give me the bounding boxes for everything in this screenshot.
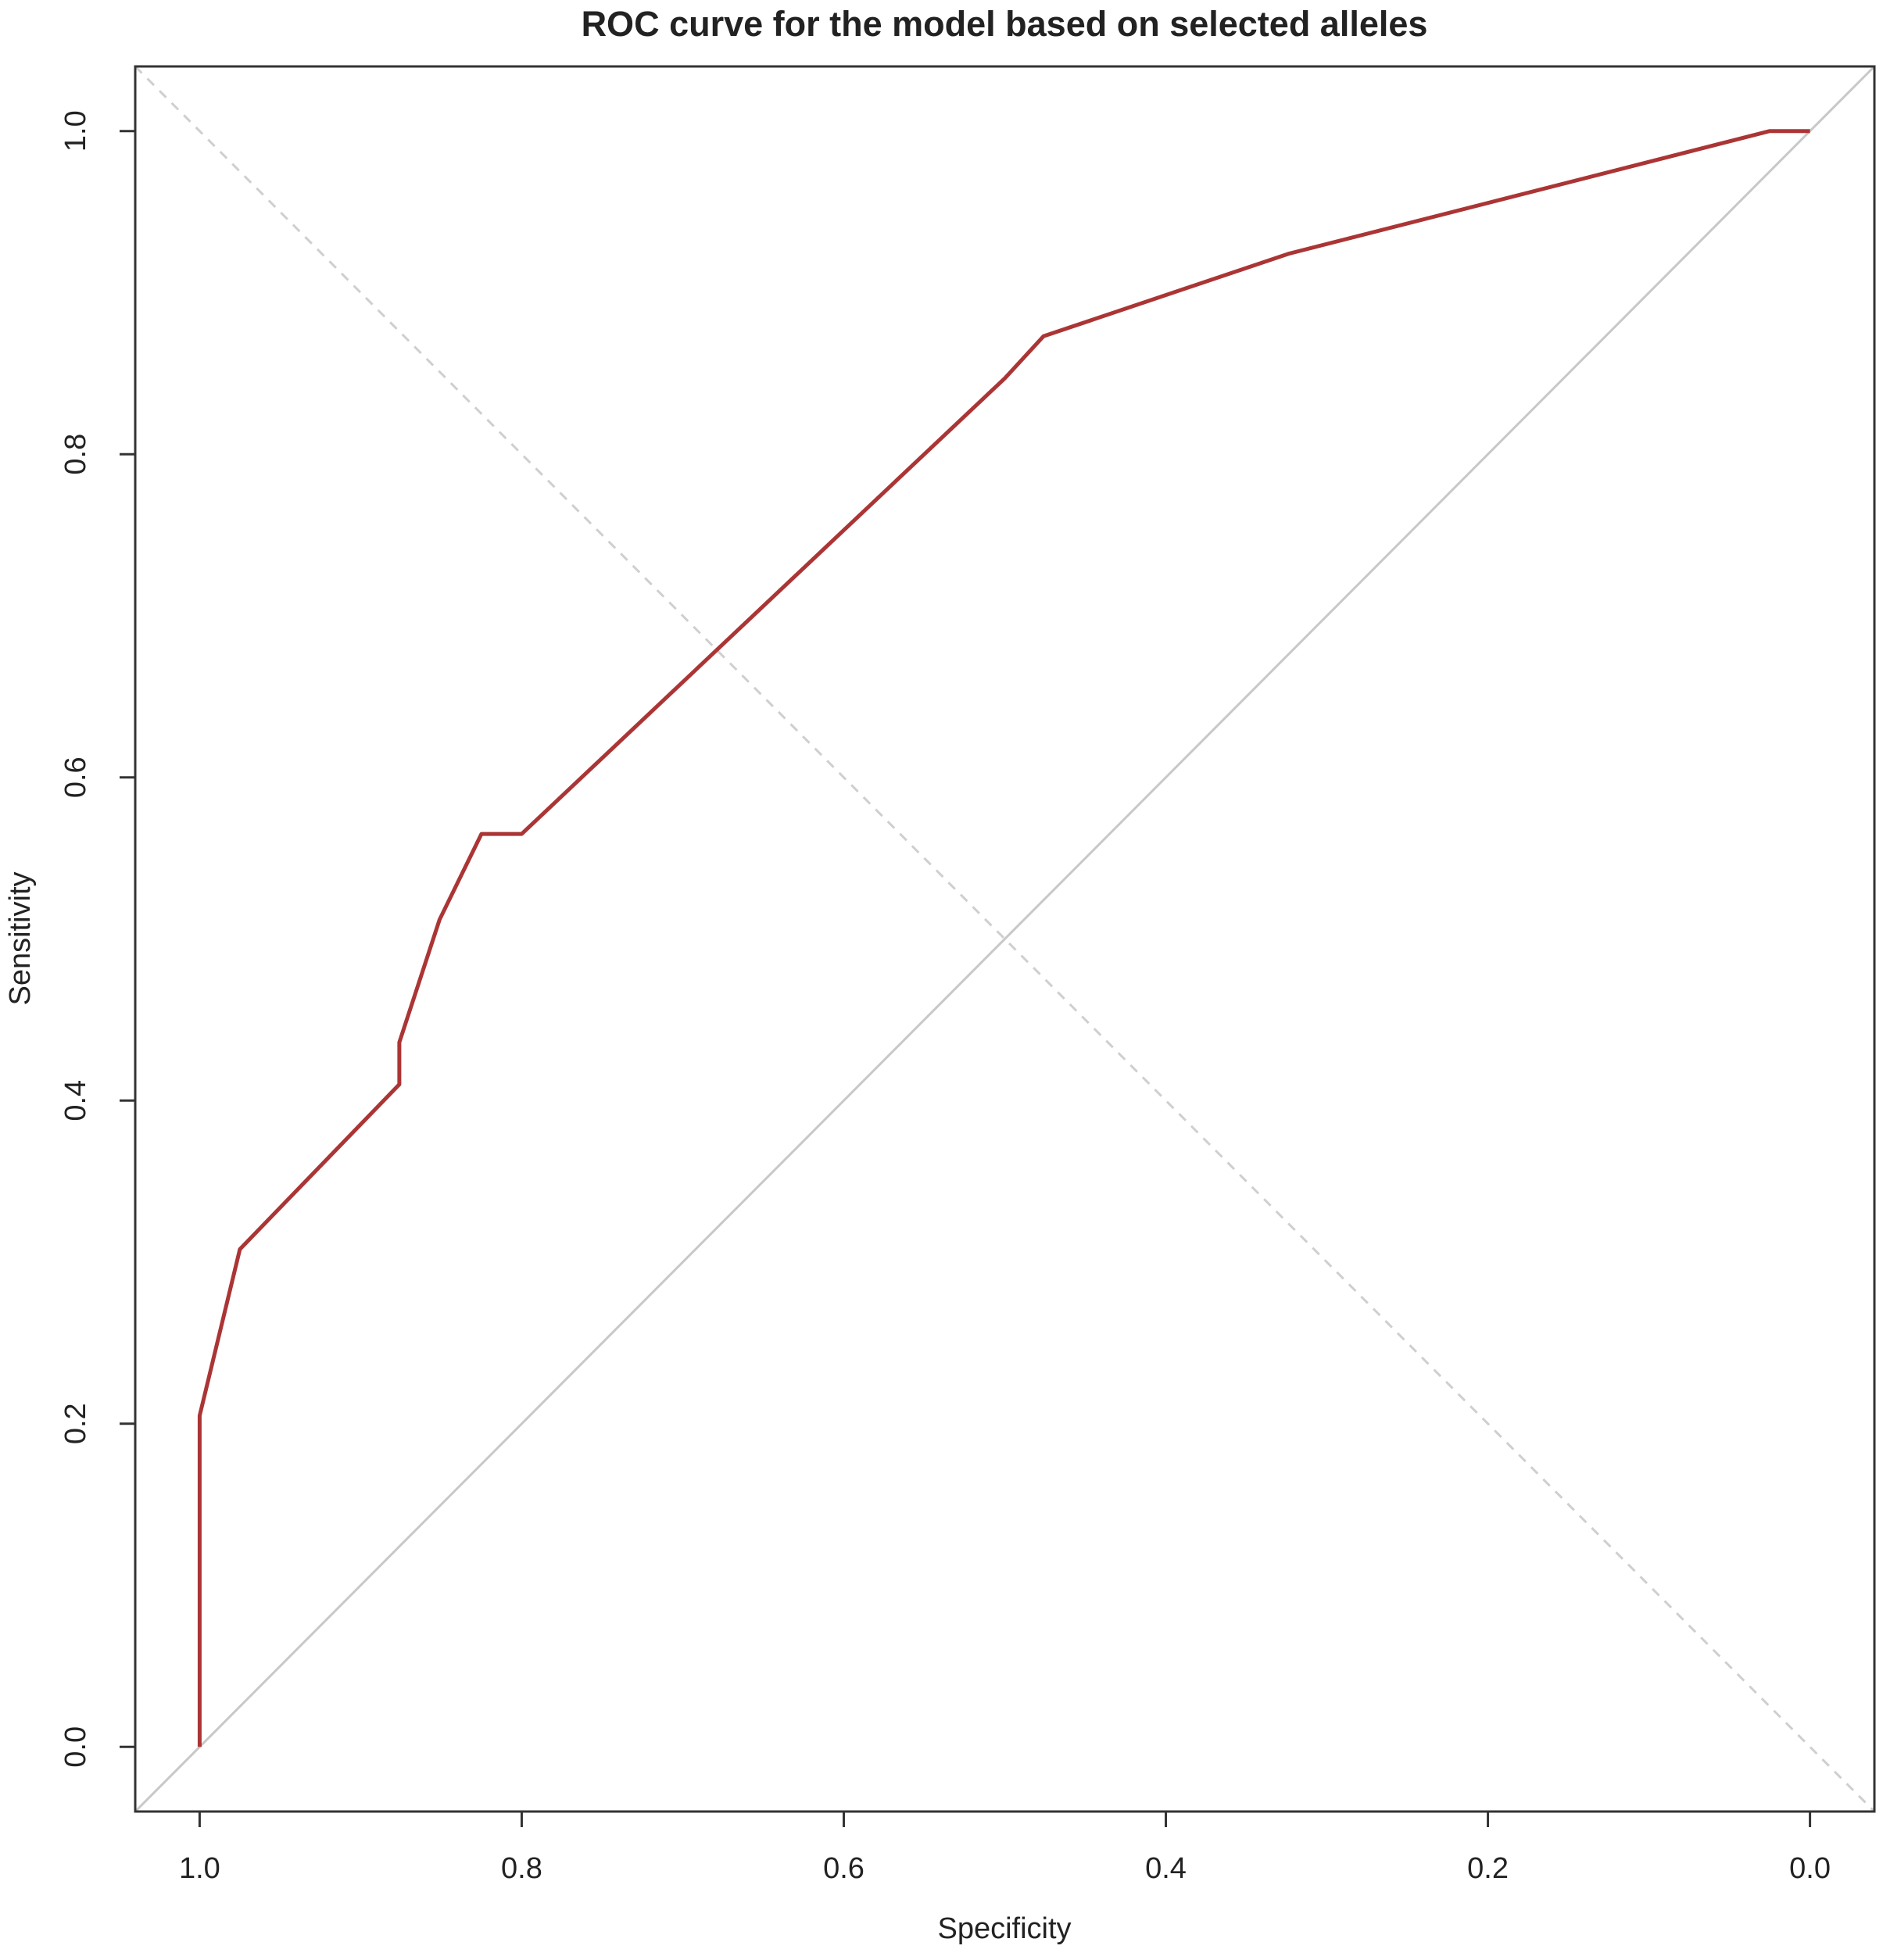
y-tick-label: 0.8 bbox=[59, 434, 92, 475]
y-tick-label: 0.4 bbox=[59, 1080, 92, 1121]
y-tick-label: 0.6 bbox=[59, 756, 92, 798]
y-axis-label: Sensitivity bbox=[4, 871, 37, 1005]
y-tick-label: 0.2 bbox=[59, 1403, 92, 1444]
x-tick-label: 0.0 bbox=[1789, 1852, 1831, 1885]
x-tick-label: 0.6 bbox=[823, 1852, 865, 1885]
chance-line bbox=[134, 65, 1876, 1813]
x-tick-label: 1.0 bbox=[179, 1852, 220, 1885]
x-tick-label: 0.2 bbox=[1467, 1852, 1509, 1885]
chart-title: ROC curve for the model based on selecte… bbox=[582, 4, 1428, 44]
x-tick-label: 0.8 bbox=[501, 1852, 542, 1885]
roc-curve bbox=[197, 129, 1810, 1747]
reference-dashed-line bbox=[134, 65, 1876, 1813]
y-tick-label: 0.0 bbox=[59, 1726, 92, 1768]
y-tick-label: 1.0 bbox=[59, 110, 92, 152]
x-tick-label: 0.4 bbox=[1145, 1852, 1187, 1885]
plot-frame bbox=[134, 65, 1876, 1813]
x-axis-label: Specificity bbox=[937, 1912, 1071, 1945]
